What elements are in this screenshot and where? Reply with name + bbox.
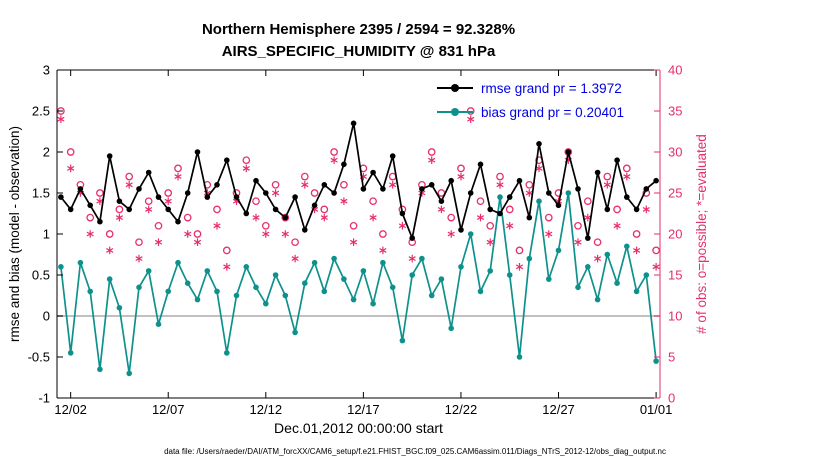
y-left-label: rmse and bias (model - observation)	[7, 125, 22, 343]
y-left-tick-label: 2.5	[32, 104, 50, 119]
y-right-tick-label: 30	[668, 145, 682, 160]
legend-bias-marker	[437, 105, 473, 119]
y-left-tick-label: -1	[38, 391, 50, 406]
chart-subtitle: AIRS_SPECIFIC_HUMIDITY @ 831 hPa	[221, 43, 496, 60]
legend-rmse-label: rmse grand pr = 1.3972	[481, 80, 622, 96]
y-right-label: # of obs: o=possible; *=evaluated	[694, 134, 709, 334]
x-tick-label: 12/07	[152, 402, 185, 417]
x-tick-label: 12/17	[347, 402, 380, 417]
y-right-tick-label: 20	[668, 227, 682, 242]
rmse-series	[58, 120, 659, 242]
y-left-tick-label: 2	[43, 145, 50, 160]
x-tick-label: 12/12	[250, 402, 283, 417]
y-right-tick-label: 40	[668, 63, 682, 78]
x-tick-label: 12/02	[54, 402, 87, 417]
obs-evaluated-markers	[57, 115, 660, 271]
y-right-tick-label: 15	[668, 268, 682, 283]
y-right-tick-label: 10	[668, 309, 682, 324]
x-tick-label: 12/27	[542, 402, 575, 417]
y-left-tick-label: -0.5	[28, 350, 50, 365]
data-file-caption: data file: /Users/raeder/DAI/ATM_forcXX/…	[164, 447, 666, 456]
y-right-tick-label: 0	[668, 391, 675, 406]
legend-row-rmse: rmse grand pr = 1.3972	[437, 78, 624, 98]
y-right-tick-label: 35	[668, 104, 682, 119]
y-right-tick-label: 25	[668, 186, 682, 201]
y-left-tick-label: 0.5	[32, 268, 50, 283]
y-axis-left-ticks: 3 2.5 2 1.5 1 0.5 0 -0.5 -1	[28, 63, 63, 406]
x-axis-ticks: 12/02 12/07 12/12 12/17 12/22 12/27 01/01	[54, 70, 672, 417]
legend: rmse grand pr = 1.3972 bias grand pr = 0…	[437, 78, 624, 122]
obs-possible-markers	[57, 107, 660, 255]
chart-title: Northern Hemisphere 2395 / 2594 = 92.328…	[201, 21, 516, 38]
y-right-tick-label: 5	[668, 350, 675, 365]
legend-bias-label: bias grand pr = 0.20401	[481, 104, 624, 120]
bias-series	[58, 190, 659, 377]
y-axis-right-ticks: 0 5 10 15 20 25 30 35 40	[654, 63, 682, 406]
x-tick-label: 12/22	[445, 402, 478, 417]
y-left-tick-label: 1	[43, 227, 50, 242]
y-left-tick-label: 3	[43, 63, 50, 78]
legend-rmse-marker	[437, 81, 473, 95]
y-left-tick-label: 1.5	[32, 186, 50, 201]
x-tick-label: 01/01	[640, 402, 673, 417]
x-axis-label: Dec.01,2012 00:00:00 start	[274, 420, 443, 436]
legend-row-bias: bias grand pr = 0.20401	[437, 102, 624, 122]
y-left-tick-label: 0	[43, 309, 50, 324]
